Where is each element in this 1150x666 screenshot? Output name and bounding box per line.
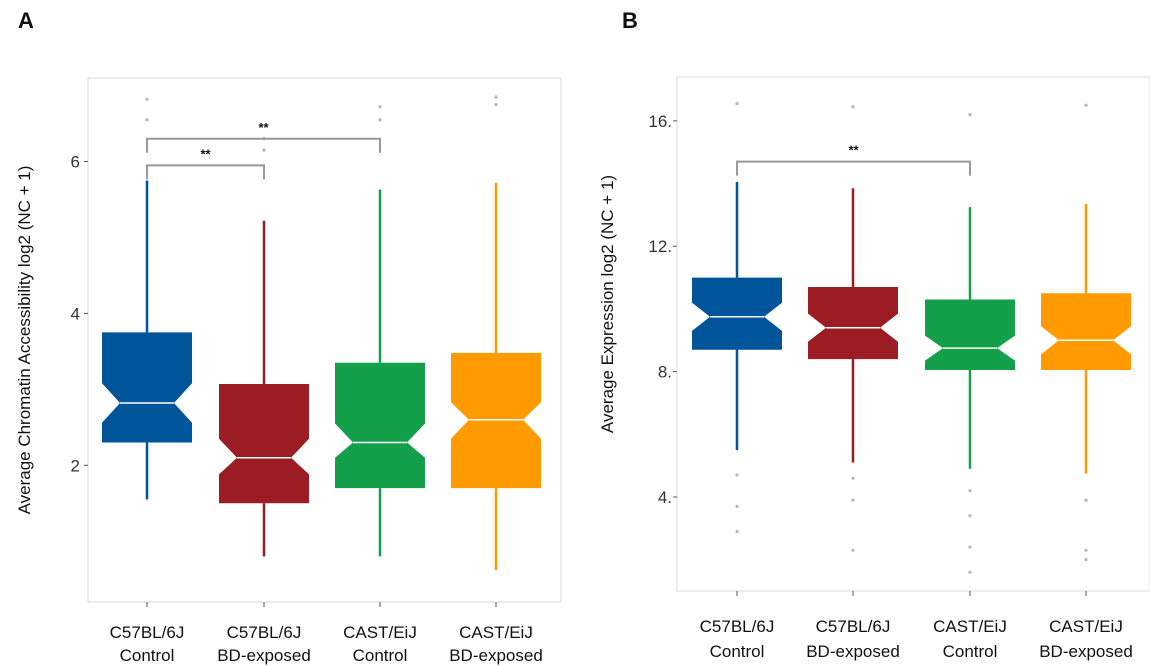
plot-frame [676,76,1150,592]
y-tick-label: 4 [71,304,80,323]
x-category-sublabel: Control [943,642,998,661]
significance-label: ** [200,146,211,161]
x-category-sublabel: BD-exposed [449,646,543,665]
panel-a: A 2 4 6 C57BL/6J Control C57BL/6J BD-exposed CA… [15,8,562,665]
x-category-sublabel: BD-exposed [1039,642,1133,661]
x-category-label: C57BL/6J [110,623,185,642]
x-category-sublabel: Control [353,646,408,665]
outlier-point [735,504,739,508]
outlier-point [262,148,266,152]
x-category-label: CAST/EiJ [343,623,417,642]
notched-box [219,384,309,504]
x-category-sublabel: Control [120,646,175,665]
y-axis-title: Average Chromatin Accessibility log2 (NC… [15,166,34,515]
notched-box [1041,293,1131,370]
panel-b: B 4. 8. 12. 16. C57BL/6J Control C57BL/6J BD-ex… [598,8,1150,661]
outlier-point [851,548,855,552]
plot-area: 4. 8. 12. 16. C57BL/6J Control C57BL/6J BD-expo… [648,102,1133,661]
outlier-point [145,97,149,101]
y-tick-label: 4. [658,488,672,507]
x-category-sublabel: Control [710,642,765,661]
x-category-sublabel: BD-exposed [217,646,311,665]
outlier-point [968,570,972,574]
outlier-point [1084,558,1088,562]
notched-box [808,287,898,360]
outlier-point [968,545,972,549]
outlier-point [145,118,149,122]
significance-bracket [146,137,381,153]
notched-box [451,352,541,489]
plot-frame [87,77,562,603]
outlier-point [968,514,972,518]
significance-bracket [736,160,971,176]
y-tick-label: 2 [71,456,80,475]
panel-letter-a: A [18,8,34,33]
outlier-point [378,105,382,109]
outlier-point [851,105,855,109]
outlier-point [1084,548,1088,552]
plot-area: 2 4 6 C57BL/6J Control C57BL/6J BD-exposed CAST… [71,95,543,665]
significance-bracket [146,164,265,180]
x-category-sublabel: BD-exposed [806,642,900,661]
x-category-label: C57BL/6J [816,617,891,636]
outlier-point [851,476,855,480]
outlier-point [735,102,739,106]
outlier-point [378,118,382,122]
outlier-point [735,473,739,477]
x-category-label: CAST/EiJ [459,623,533,642]
outlier-point [494,95,498,99]
y-tick-label: 12. [648,237,672,256]
notched-box [102,332,192,443]
x-category-label: CAST/EiJ [1049,617,1123,636]
significance-label: ** [848,143,859,158]
outlier-point [968,113,972,117]
notched-box [335,362,425,489]
x-category-label: C57BL/6J [227,623,302,642]
significance-label: ** [258,120,269,135]
y-axis-title: Average Expression log2 (NC + 1) [598,175,617,433]
outlier-point [1084,498,1088,502]
y-tick-label: 16. [648,112,672,131]
y-tick-label: 6 [71,153,80,172]
outlier-point [851,498,855,502]
outlier-point [1084,103,1088,107]
panel-letter-b: B [622,8,638,33]
outlier-point [494,102,498,107]
outlier-point [735,529,739,534]
notched-box [692,277,782,350]
y-tick-label: 8. [658,363,672,382]
x-category-label: C57BL/6J [700,617,775,636]
notched-box [925,299,1015,370]
x-category-label: CAST/EiJ [933,617,1007,636]
outlier-point [968,489,972,493]
